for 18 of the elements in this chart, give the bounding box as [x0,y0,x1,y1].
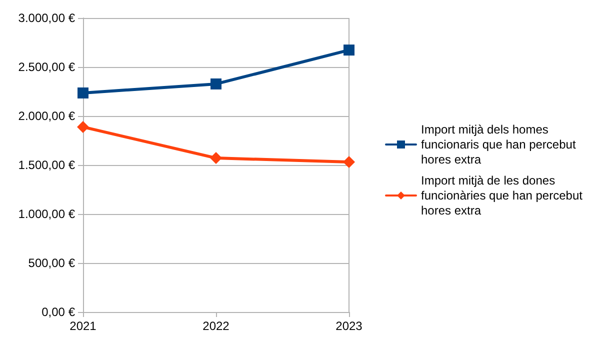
y-tick-label: 1.000,00 € [18,207,76,221]
point [343,156,355,168]
y-tick-label: 0,00 € [42,305,76,319]
point [77,120,89,133]
point [210,78,222,90]
point [78,87,88,98]
y-tick-label: 2.500,00 € [18,60,76,74]
y-tick-label: 500,00 € [28,256,76,270]
x-tick-label: 2023 [336,319,363,333]
legend-label: Import mitjà de les dones funcionàries que han percebut hores extra [421,174,586,218]
y-tick-label: 2.000,00 € [18,109,76,123]
y-tick-label: 1.500,00 € [18,158,76,172]
legend-label: Import mitjà dels homes funcionaris que han percebut hores extra [421,122,580,166]
point [344,44,354,56]
point [210,152,222,164]
y-tick-label: 3.000,00 € [18,11,76,25]
x-tick-label: 2021 [70,319,97,333]
x-tick-label: 2022 [202,319,230,333]
